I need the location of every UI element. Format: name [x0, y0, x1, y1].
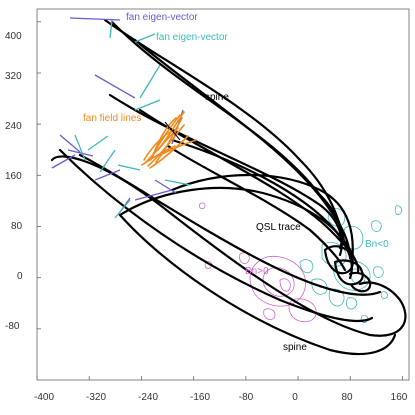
fan-eigen-vector-label-2: fan eigen-vector: [156, 32, 228, 43]
x-tick-label: -80: [239, 392, 254, 403]
fan-field-lines: [141, 111, 197, 169]
x-tick-label: 80: [341, 392, 353, 403]
y-tick-label: 160: [5, 171, 22, 182]
qsl-trace-label: QSL trace: [256, 222, 301, 233]
y-tick-label: 80: [11, 221, 23, 232]
fan-eigen-vector-label-1: fan eigen-vector: [126, 12, 198, 23]
bn-positive-label: Bn>0: [245, 266, 269, 277]
spine-label-top: spine: [205, 92, 229, 103]
x-tick-labels: -400 -320 -240 -160 -80 0 80 160: [34, 392, 408, 403]
x-tick-label: 0: [292, 392, 298, 403]
x-tick-label: -400: [34, 392, 54, 403]
y-tick-label: 0: [17, 271, 23, 282]
x-tick-label: -160: [190, 392, 210, 403]
fan-field-lines-pointer: [164, 121, 181, 141]
y-tick-label: 320: [5, 71, 22, 82]
x-tick-label: -240: [138, 392, 158, 403]
fan-eigen-vectors-cyan: [74, 19, 191, 219]
axis-ticks: [36, 21, 403, 380]
y-tick-label: 240: [5, 121, 22, 132]
spine-upper: [103, 18, 347, 247]
field-lines: [50, 18, 407, 355]
spine-label-bottom: spine: [283, 342, 307, 353]
plot-frame: [36, 8, 410, 381]
x-tick-label: 160: [391, 392, 408, 403]
y-tick-label: 400: [5, 31, 22, 42]
y-tick-label: -80: [5, 321, 20, 332]
fan-field-lines-label: fan field lines: [83, 113, 141, 124]
bn-negative-label: Bn<0: [365, 239, 389, 250]
y-tick-labels: 400 320 240 160 80 0 -80: [5, 31, 23, 332]
x-tick-label: -320: [86, 392, 106, 403]
